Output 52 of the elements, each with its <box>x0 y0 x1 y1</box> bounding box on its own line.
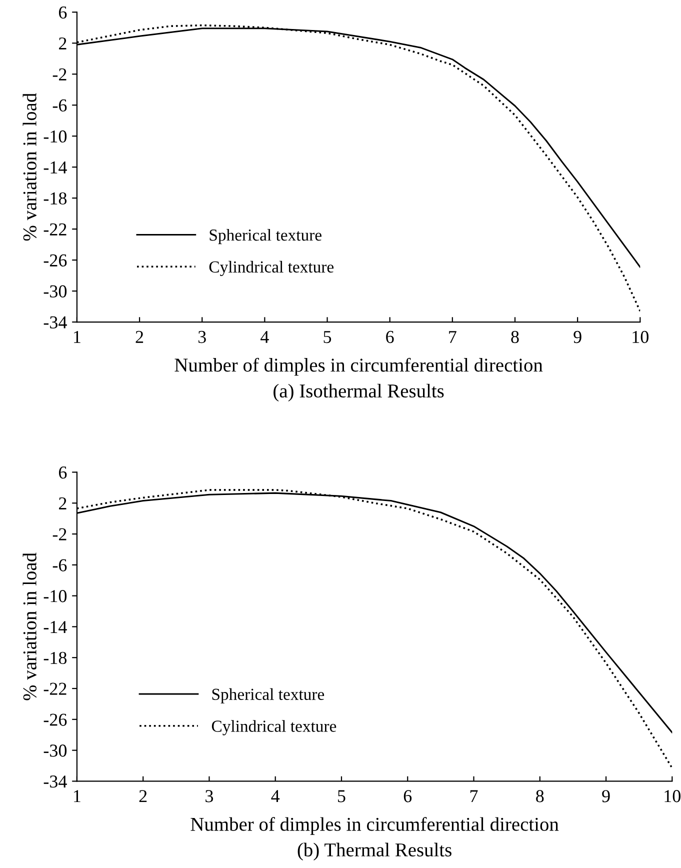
legend-label: Spherical texture <box>210 228 322 244</box>
x-tick-label: 6 <box>404 790 412 802</box>
x-tick-label: 6 <box>386 330 394 344</box>
legend-label: Cylindrical texture <box>212 720 336 736</box>
y-tick-label: -26 <box>44 254 67 266</box>
x-tick-label: 1 <box>74 790 80 802</box>
x-tick-label: 5 <box>324 331 332 344</box>
y-tick-label: -34 <box>44 776 67 788</box>
y-tick-label: -30 <box>44 744 67 757</box>
y-tick-label: 6 <box>58 466 67 479</box>
x-tick-label: 7 <box>470 790 478 802</box>
y-tick-label: -18 <box>44 652 67 664</box>
x-tick-label: 4 <box>260 331 269 343</box>
x-tick-label: 5 <box>338 790 346 802</box>
x-tick-label: 2 <box>136 330 144 343</box>
y-tick-label: -18 <box>44 192 67 205</box>
y-tick-label: -26 <box>44 714 67 726</box>
x-tick-label: 1 <box>74 330 80 343</box>
legend-label: Spherical texture <box>212 688 324 704</box>
y-tick-label: -22 <box>44 682 66 695</box>
x-tick-label: 9 <box>574 330 582 344</box>
x-axis-title: Number of dimples in circumferential direction <box>174 358 543 376</box>
y-tick-label: -14 <box>44 621 67 633</box>
y-tick-label: -22 <box>44 223 66 236</box>
x-tick-label: 10 <box>632 330 648 344</box>
x-tick-label: 9 <box>602 790 610 802</box>
x-tick-label: 10 <box>664 790 680 802</box>
y-tick-label: 6 <box>58 6 67 19</box>
x-tick-label: 3 <box>198 330 206 344</box>
text: (b) Thermal Results <box>298 842 452 860</box>
y-axis-title: % variation in load <box>22 93 36 241</box>
y-tick-label: -14 <box>44 161 67 174</box>
y-tick-label: -2 <box>52 68 66 80</box>
y-tick-label: 2 <box>58 497 66 510</box>
y-axis-title: % variation in load <box>22 552 36 700</box>
x-tick-label: 7 <box>449 331 456 343</box>
y-tick-label: -10 <box>44 130 67 143</box>
y-tick-label: -30 <box>44 285 67 298</box>
y-tick-label: -10 <box>44 590 67 602</box>
y-tick-label: 2 <box>58 37 66 50</box>
x-tick-label: 2 <box>139 790 147 802</box>
x-axis-title: Number of dimples in circumferential direction <box>190 817 559 835</box>
x-tick-label: 3 <box>206 790 214 802</box>
y-tick-label: -6 <box>52 559 67 572</box>
x-tick-label: 4 <box>271 790 280 802</box>
y-tick-label: -34 <box>44 316 67 328</box>
y-tick-label: -6 <box>52 99 67 112</box>
text: (a) Isothermal Results <box>274 384 444 402</box>
legend-label: Cylindrical texture <box>209 260 334 276</box>
x-tick-label: 8 <box>511 330 519 344</box>
x-tick-label: 8 <box>536 790 544 802</box>
y-tick-label: -2 <box>52 528 66 540</box>
